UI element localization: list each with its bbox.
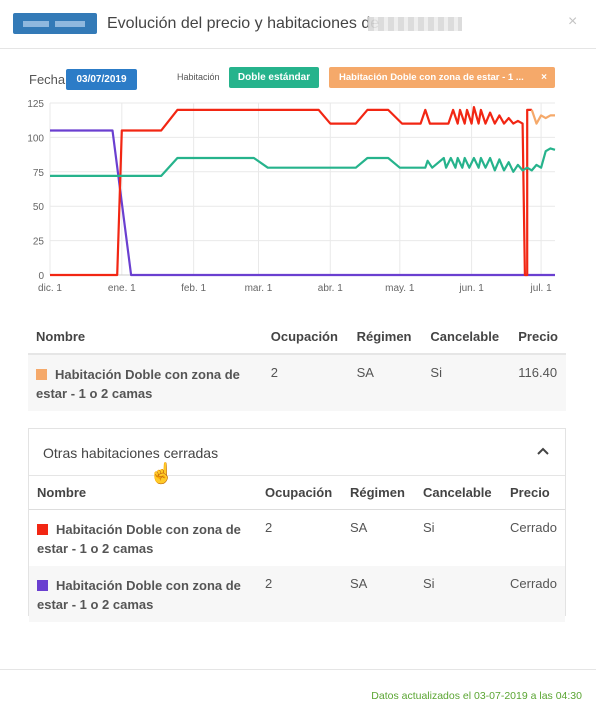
room-name-cell: Habitación Doble con zona de estar - 1 o… <box>28 354 263 411</box>
precio-cell: Cerrado <box>510 520 557 535</box>
regimen-cell: SA <box>356 365 374 380</box>
col-precio: Precio <box>502 476 565 510</box>
close-button[interactable]: × <box>568 13 578 30</box>
table-header-row: Nombre Ocupación Régimen Cancelable Prec… <box>28 320 566 355</box>
col-precio: Precio <box>510 320 566 355</box>
habitacion-label: Habitación <box>177 72 220 82</box>
room-tag-doble-estandar[interactable]: Doble estándar <box>229 67 319 88</box>
hotel-badge <box>13 13 97 34</box>
table-row: Habitación Doble con zona de estar - 1 o… <box>28 354 566 411</box>
blurred-text <box>55 21 85 27</box>
regimen-cell: SA <box>350 576 368 591</box>
color-swatch <box>36 369 47 380</box>
series-line-3 <box>50 147 556 178</box>
col-regimen: Régimen <box>342 476 415 510</box>
y-tick-label: 0 <box>38 271 44 282</box>
x-tick-label: mar. 1 <box>245 283 273 294</box>
x-tick-label: dic. 1 <box>38 283 62 294</box>
col-cancelable: Cancelable <box>415 476 502 510</box>
room-tag-label: Habitación Doble con zona de estar - 1 .… <box>339 72 524 83</box>
remove-tag-icon[interactable]: × <box>541 72 547 83</box>
chart-filters: Fecha 03/07/2019 Habitación Doble estánd… <box>0 67 596 93</box>
ocupacion-cell: 2 <box>265 520 273 535</box>
blurred-hotel-name <box>368 17 462 31</box>
ocupacion-cell: 2 <box>270 365 278 380</box>
room-name: Habitación Doble con zona de estar - 1 o… <box>36 367 240 401</box>
cancelable-cell: Si <box>430 365 442 380</box>
y-tick-label: 100 <box>27 133 44 144</box>
cancelable-cell: Si <box>423 520 435 535</box>
price-chart: 0 25 50 75 100 125 dic. 1 ene. 1 feb. 1 mar. 1 abr… <box>27 99 556 294</box>
closed-rooms-table: Nombre Ocupación Régimen Cancelable Prec… <box>29 476 565 622</box>
precio-cell: Cerrado <box>510 576 557 591</box>
current-room-table: Nombre Ocupación Régimen Cancelable Prec… <box>28 320 566 411</box>
room-name-cell: Habitación Doble con zona de estar - 1 o… <box>29 510 257 567</box>
y-tick-label: 125 <box>27 99 44 110</box>
col-ocupacion: Ocupación <box>262 320 349 355</box>
y-tick-label: 25 <box>33 237 45 248</box>
col-nombre: Nombre <box>29 476 257 510</box>
ocupacion-cell: 2 <box>265 576 273 591</box>
chevron-up-icon[interactable] <box>537 444 549 460</box>
table-row: Habitación Doble con zona de estar - 1 o… <box>29 510 565 567</box>
room-tag-habitacion-doble[interactable]: Habitación Doble con zona de estar - 1 .… <box>329 67 555 88</box>
hand-cursor-icon: ☝ <box>149 463 174 485</box>
modal-header: Evolución del precio y habitaciones de × <box>0 0 596 49</box>
table-header-row: Nombre Ocupación Régimen Cancelable Prec… <box>29 476 565 510</box>
x-tick-label: ene. 1 <box>108 283 136 294</box>
room-name: Habitación Doble con zona de estar - 1 o… <box>37 522 241 556</box>
x-tick-label: jun. 1 <box>458 283 484 294</box>
x-tick-label: feb. 1 <box>181 283 206 294</box>
y-tick-label: 50 <box>33 202 45 213</box>
color-swatch <box>37 580 48 591</box>
modal-footer: Datos actualizados el 03-07-2019 a las 0… <box>0 669 596 718</box>
panel-header[interactable]: Otras habitaciones cerradas <box>29 429 565 476</box>
room-name-cell: Habitación Doble con zona de estar - 1 o… <box>29 566 257 622</box>
closed-rooms-panel: Otras habitaciones cerradas Nombre Ocupa… <box>28 428 566 622</box>
modal-title: Evolución del precio y habitaciones de <box>107 15 380 32</box>
col-ocupacion: Ocupación <box>257 476 342 510</box>
fecha-label: Fecha <box>29 72 66 87</box>
last-updated-text: Datos actualizados el 03-07-2019 a las 0… <box>371 690 582 702</box>
col-regimen: Régimen <box>348 320 423 355</box>
x-tick-label: may. 1 <box>385 283 415 294</box>
y-tick-label: 75 <box>33 168 45 179</box>
precio-cell: 116.40 <box>518 365 558 380</box>
col-nombre: Nombre <box>28 320 263 355</box>
series-line-2 <box>530 109 555 125</box>
blurred-text <box>23 21 49 27</box>
room-name: Habitación Doble con zona de estar - 1 o… <box>37 578 241 612</box>
col-cancelable: Cancelable <box>422 320 511 355</box>
cancelable-cell: Si <box>423 576 435 591</box>
series-line-1 <box>50 106 532 277</box>
series-line-0 <box>50 129 555 277</box>
color-swatch <box>37 524 48 535</box>
x-tick-label: abr. 1 <box>318 283 343 294</box>
regimen-cell: SA <box>350 520 368 535</box>
panel-title: Otras habitaciones cerradas <box>43 445 219 461</box>
date-picker[interactable]: 03/07/2019 <box>66 69 137 90</box>
x-tick-label: jul. 1 <box>530 283 553 294</box>
table-row: Habitación Doble con zona de estar - 1 o… <box>29 566 565 622</box>
